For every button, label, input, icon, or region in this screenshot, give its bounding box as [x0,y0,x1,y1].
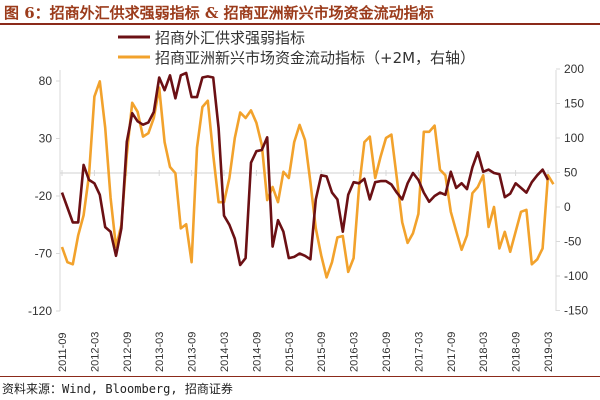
left-tick-label: -70 [35,247,53,261]
legend-label-fx: 招商外汇供求强弱指标 [155,29,305,47]
right-tick-label: 0 [564,200,571,214]
title-divider [0,23,600,25]
source-note: 资料来源：Wind, Bloomberg, 招商证券 [2,382,233,396]
right-tick-label: -150 [564,304,588,318]
left-tick-label: 30 [39,132,53,146]
figure-title: 图 6：招商外汇供求强弱指标 & 招商亚洲新兴市场资金流动指标 [4,4,434,22]
right-tick-label: 50 [564,166,578,180]
left-tick-label: 80 [39,74,53,88]
series-lines [60,71,555,279]
footer-divider [0,376,600,377]
x-tick-label: 2013-03 [154,332,166,372]
x-tick-label: 2018-03 [478,332,490,372]
x-tick-label: 2014-09 [251,332,263,372]
right-tick-label: 100 [564,131,584,145]
right-tick-label: -100 [564,269,588,283]
x-tick-label: 2016-09 [381,332,393,372]
em-capital-flow-line [60,80,555,279]
axes: 80 30 -20 -70 -120 200 150 100 50 0 -50 -100 -150 201… [28,62,588,372]
x-tick-label: 2012-03 [89,332,101,372]
right-tick-label: 150 [564,97,584,111]
x-tick-label: 2019-03 [543,332,555,372]
left-tick-label: -120 [28,304,52,318]
x-tick-label: 2014-03 [219,332,231,372]
x-tick-label: 2017-03 [413,332,425,372]
x-tick-label: 2015-09 [316,332,328,372]
x-tick-label: 2011-09 [57,332,69,372]
x-tick-label: 2017-09 [446,332,458,372]
x-tick-label: 2012-09 [122,332,134,372]
x-tick-label: 2016-03 [349,332,361,372]
right-tick-label: -50 [564,235,582,249]
x-tick-label: 2015-03 [284,332,296,372]
fx-supply-demand-line [60,71,550,267]
x-tick-label: 2013-09 [187,332,199,372]
legend-label-flow: 招商亚洲新兴市场资金流动指标（+2M，右轴） [155,49,475,67]
left-tick-label: -20 [35,189,53,203]
right-tick-label: 200 [564,62,584,76]
x-tick-label: 2018-09 [511,332,523,372]
legend: 招商外汇供求强弱指标 招商亚洲新兴市场资金流动指标（+2M，右轴） [118,29,475,67]
